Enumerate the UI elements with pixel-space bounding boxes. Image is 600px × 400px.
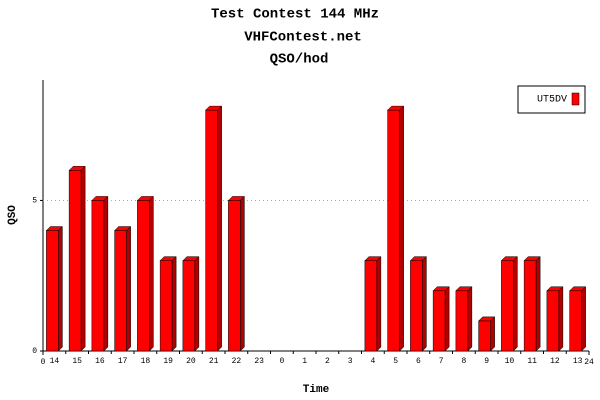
legend-swatch [571,92,580,106]
x-tick-label: 6 [416,357,421,366]
bar-side [399,105,404,352]
x-tick-label: 5 [393,357,398,366]
bar [205,109,218,352]
x-tick-label: 22 [232,357,242,366]
chart-subtitle: QSO/hod [270,52,329,68]
x-tick-label: 12 [550,357,560,366]
bar-side [217,105,222,352]
bar [546,290,560,352]
x-tick-label: 14 [50,357,60,366]
bar [46,230,59,352]
bar [410,260,423,352]
bar [182,260,196,352]
x-tick-label: 20 [186,357,196,366]
x-tick-label: 1 [302,357,307,366]
x-tick-label: 0 [279,357,284,366]
bar [114,230,127,352]
x-tick-label: 16 [95,357,105,366]
x-tick-label: 11 [527,357,537,366]
bar-side [149,195,154,352]
x-tick-label: 18 [141,357,151,366]
bar-side [376,256,382,352]
x-tick-label: 9 [484,357,489,366]
bar-side [194,256,200,352]
x-axis-label: Time [303,384,330,396]
y-tick-label: 0 [32,347,37,356]
bar [387,109,400,352]
bar-side [467,286,473,352]
x-tick-label: 23 [254,357,264,366]
bar [455,290,469,352]
x-tick-label: 10 [505,357,515,366]
bar-side [80,165,86,352]
bar-side [581,286,586,352]
x-tick-label: 3 [348,357,353,366]
bar [501,260,514,352]
x-tick-label: 7 [439,357,444,366]
bar [137,200,150,352]
x-tick-label: 2 [325,357,330,366]
bar-side [58,225,63,352]
bar [68,170,82,352]
x-tick-label: 21 [209,357,219,366]
x-range-label: 0 [41,358,46,367]
legend-label: UT5DV [537,95,567,106]
bar-side [171,256,177,352]
x-range-label: 24 [584,358,594,367]
x-tick-label: 13 [573,357,583,366]
bar [364,260,378,352]
y-axis-label: QSO [7,205,19,225]
x-tick-label: 17 [118,357,128,366]
chart-title: Test Contest 144 MHz [211,7,379,23]
bar-side [103,195,109,352]
bar [159,260,173,352]
bar [228,200,241,352]
bar [478,320,491,352]
bar-side [422,256,427,352]
bar-side [126,225,131,352]
x-tick-label: 19 [163,357,173,366]
bar-side [444,286,450,352]
x-tick-label: 4 [370,357,375,366]
bar [523,260,537,352]
bar [569,290,582,352]
y-tick-label: 5 [32,197,37,206]
bar-side [558,286,564,352]
bar-side [513,256,518,352]
chart-subtitle: VHFContest.net [244,30,362,46]
bar [91,200,105,352]
bar-side [240,195,245,352]
bar [432,290,446,352]
bar-side [535,256,541,352]
bar-side [490,316,495,352]
x-tick-label: 15 [72,357,82,366]
x-tick-label: 8 [461,357,466,366]
